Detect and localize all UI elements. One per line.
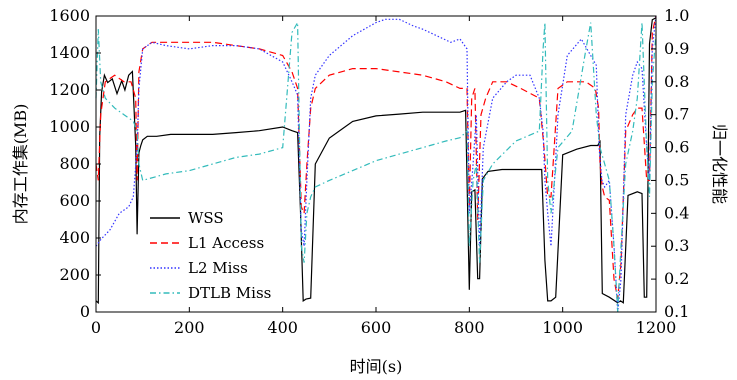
legend-label: L2 Miss <box>188 259 248 277</box>
y-right-tick-label: 0.7 <box>664 105 689 124</box>
legend-label: WSS <box>188 209 224 227</box>
y-right-tick-label: 0.2 <box>664 269 689 288</box>
plot-frame <box>95 15 657 313</box>
y-left-tick-label: 1000 <box>49 117 90 136</box>
ticks-layer: 0 200 400 600 800 1000 1200 0 200 400 600 800 1000 12… <box>49 6 689 337</box>
y-left-tick-label: 1600 <box>49 6 90 25</box>
x-tick-label: 200 <box>174 318 205 337</box>
series-layer <box>95 15 657 313</box>
y-right-tick-label: 0.3 <box>664 236 689 255</box>
x-tick-label: 400 <box>267 318 298 337</box>
y-right-tick-label: 0.8 <box>664 72 689 91</box>
x-tick-label: 600 <box>361 318 392 337</box>
y-right-tick-label: 0.4 <box>664 203 689 222</box>
x-tick-label: 1000 <box>542 318 583 337</box>
series-line-wss <box>95 17 657 305</box>
y-axis-left-label: 内存工作集(MB) <box>11 104 30 225</box>
y-left-tick-label: 400 <box>59 228 90 247</box>
x-tick-label: 800 <box>454 318 485 337</box>
y-left-tick-label: 800 <box>59 154 90 173</box>
series-line-l2-miss <box>95 15 657 313</box>
series-line-l1-access <box>95 15 657 299</box>
x-axis-label: 时间(s) <box>350 357 403 376</box>
y-left-tick-label: 600 <box>59 191 90 210</box>
y-left-tick-label: 0 <box>80 302 90 321</box>
y-left-tick-label: 200 <box>59 265 90 284</box>
y-left-tick-label: 1200 <box>49 80 90 99</box>
y-right-tick-label: 0.1 <box>664 302 689 321</box>
legend-label: L1 Access <box>188 234 264 252</box>
x-tick-label: 0 <box>91 318 101 337</box>
series-line-dtlb-miss <box>95 20 657 313</box>
y-right-tick-label: 0.6 <box>664 138 689 157</box>
y-right-tick-label: 0.9 <box>664 39 689 58</box>
y-right-tick-label: 1.0 <box>664 6 689 25</box>
legend-label: DTLB Miss <box>188 284 271 302</box>
y-right-tick-label: 0.5 <box>664 170 689 189</box>
legend: WSS L1 Access L2 Miss DTLB Miss <box>150 209 271 302</box>
y-axis-right-label: 归一化性能 <box>710 124 729 204</box>
x-tick-label: 1200 <box>636 318 677 337</box>
y-left-tick-label: 1400 <box>49 43 90 62</box>
